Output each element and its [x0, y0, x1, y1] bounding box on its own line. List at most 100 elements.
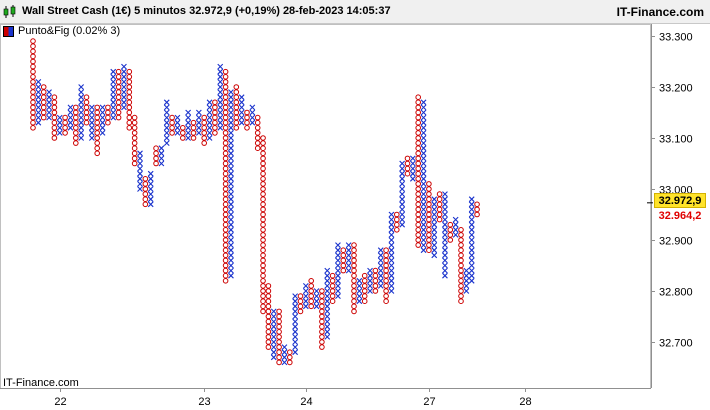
x-mark — [335, 293, 341, 299]
o-mark — [351, 257, 357, 264]
o-mark — [131, 114, 138, 121]
o-mark — [426, 191, 432, 197]
o-mark — [361, 283, 368, 289]
o-mark — [62, 119, 68, 126]
o-mark — [222, 278, 229, 284]
o-mark — [222, 181, 229, 187]
o-mark — [30, 53, 36, 60]
x-mark — [206, 130, 213, 136]
o-mark — [383, 298, 389, 305]
x-mark — [67, 119, 74, 126]
x-column — [249, 104, 256, 126]
o-mark — [201, 140, 207, 146]
o-mark — [51, 135, 58, 141]
x-mark — [228, 191, 234, 197]
x-mark — [388, 237, 395, 243]
o-mark — [51, 125, 58, 131]
x-mark — [174, 119, 181, 126]
x-mark — [228, 94, 234, 101]
o-mark — [351, 272, 357, 279]
o-mark — [260, 201, 266, 208]
o-mark — [180, 135, 186, 141]
x-mark — [56, 119, 63, 126]
o-mark — [126, 99, 133, 106]
x-mark — [367, 283, 373, 289]
o-mark — [458, 288, 464, 294]
x-mark — [163, 124, 170, 131]
o-mark — [244, 119, 250, 126]
o-mark — [426, 206, 432, 213]
o-mark — [340, 267, 347, 274]
o-mark — [222, 272, 229, 279]
x-mark — [121, 68, 127, 75]
o-mark — [265, 323, 272, 330]
o-mark — [126, 125, 133, 131]
x-mark — [345, 247, 352, 254]
o-column — [115, 68, 122, 121]
brand-label: IT-Finance.com — [616, 5, 704, 19]
x-mark — [195, 130, 202, 136]
x-mark — [228, 181, 234, 187]
o-mark — [426, 247, 432, 253]
o-mark — [222, 125, 229, 131]
x-mark — [377, 262, 384, 269]
o-mark — [222, 221, 229, 228]
o-mark — [51, 130, 58, 136]
o-mark — [222, 237, 229, 243]
x-mark — [420, 216, 427, 223]
x-mark — [238, 109, 245, 116]
x-mark — [420, 114, 427, 121]
x-mark — [388, 277, 395, 284]
o-mark — [180, 125, 186, 131]
x-mark — [238, 119, 245, 126]
o-mark — [131, 135, 138, 141]
o-mark — [51, 119, 58, 126]
x-mark — [420, 226, 427, 233]
x-mark — [324, 267, 331, 274]
o-mark — [73, 104, 79, 111]
x-mark — [468, 257, 475, 264]
x-tick-label: 22 — [54, 396, 66, 408]
x-mark — [281, 359, 288, 366]
x-mark — [420, 109, 427, 116]
x-mark — [137, 170, 143, 177]
o-column — [73, 104, 79, 146]
o-mark — [126, 109, 133, 116]
x-mark — [468, 216, 475, 223]
x-mark — [228, 257, 234, 264]
o-mark — [436, 206, 443, 213]
x-mark — [468, 267, 475, 274]
x-mark — [158, 155, 165, 162]
o-mark — [30, 119, 36, 126]
o-mark — [131, 150, 138, 157]
o-mark — [308, 288, 315, 294]
o-mark — [131, 140, 138, 146]
o-mark — [131, 125, 138, 131]
x-mark — [292, 328, 299, 335]
o-mark — [458, 232, 464, 238]
x-mark — [420, 150, 427, 157]
o-mark — [180, 130, 186, 136]
x-column — [335, 242, 341, 299]
x-mark — [367, 288, 373, 294]
x-mark — [228, 196, 234, 203]
x-mark — [110, 109, 117, 116]
o-mark — [260, 170, 266, 177]
x-mark — [442, 257, 448, 264]
o-mark — [131, 160, 138, 167]
x-column — [56, 114, 63, 136]
x-mark — [399, 175, 406, 182]
o-mark — [404, 155, 411, 162]
o-mark — [458, 247, 464, 253]
o-mark — [222, 227, 229, 233]
x-mark — [431, 201, 438, 208]
x-mark — [228, 150, 234, 157]
o-mark — [340, 257, 347, 264]
o-mark — [308, 303, 315, 310]
o-mark — [458, 242, 464, 248]
x-mark — [228, 99, 234, 106]
o-column — [94, 104, 100, 157]
o-mark — [73, 119, 79, 126]
x-mark — [420, 186, 427, 192]
